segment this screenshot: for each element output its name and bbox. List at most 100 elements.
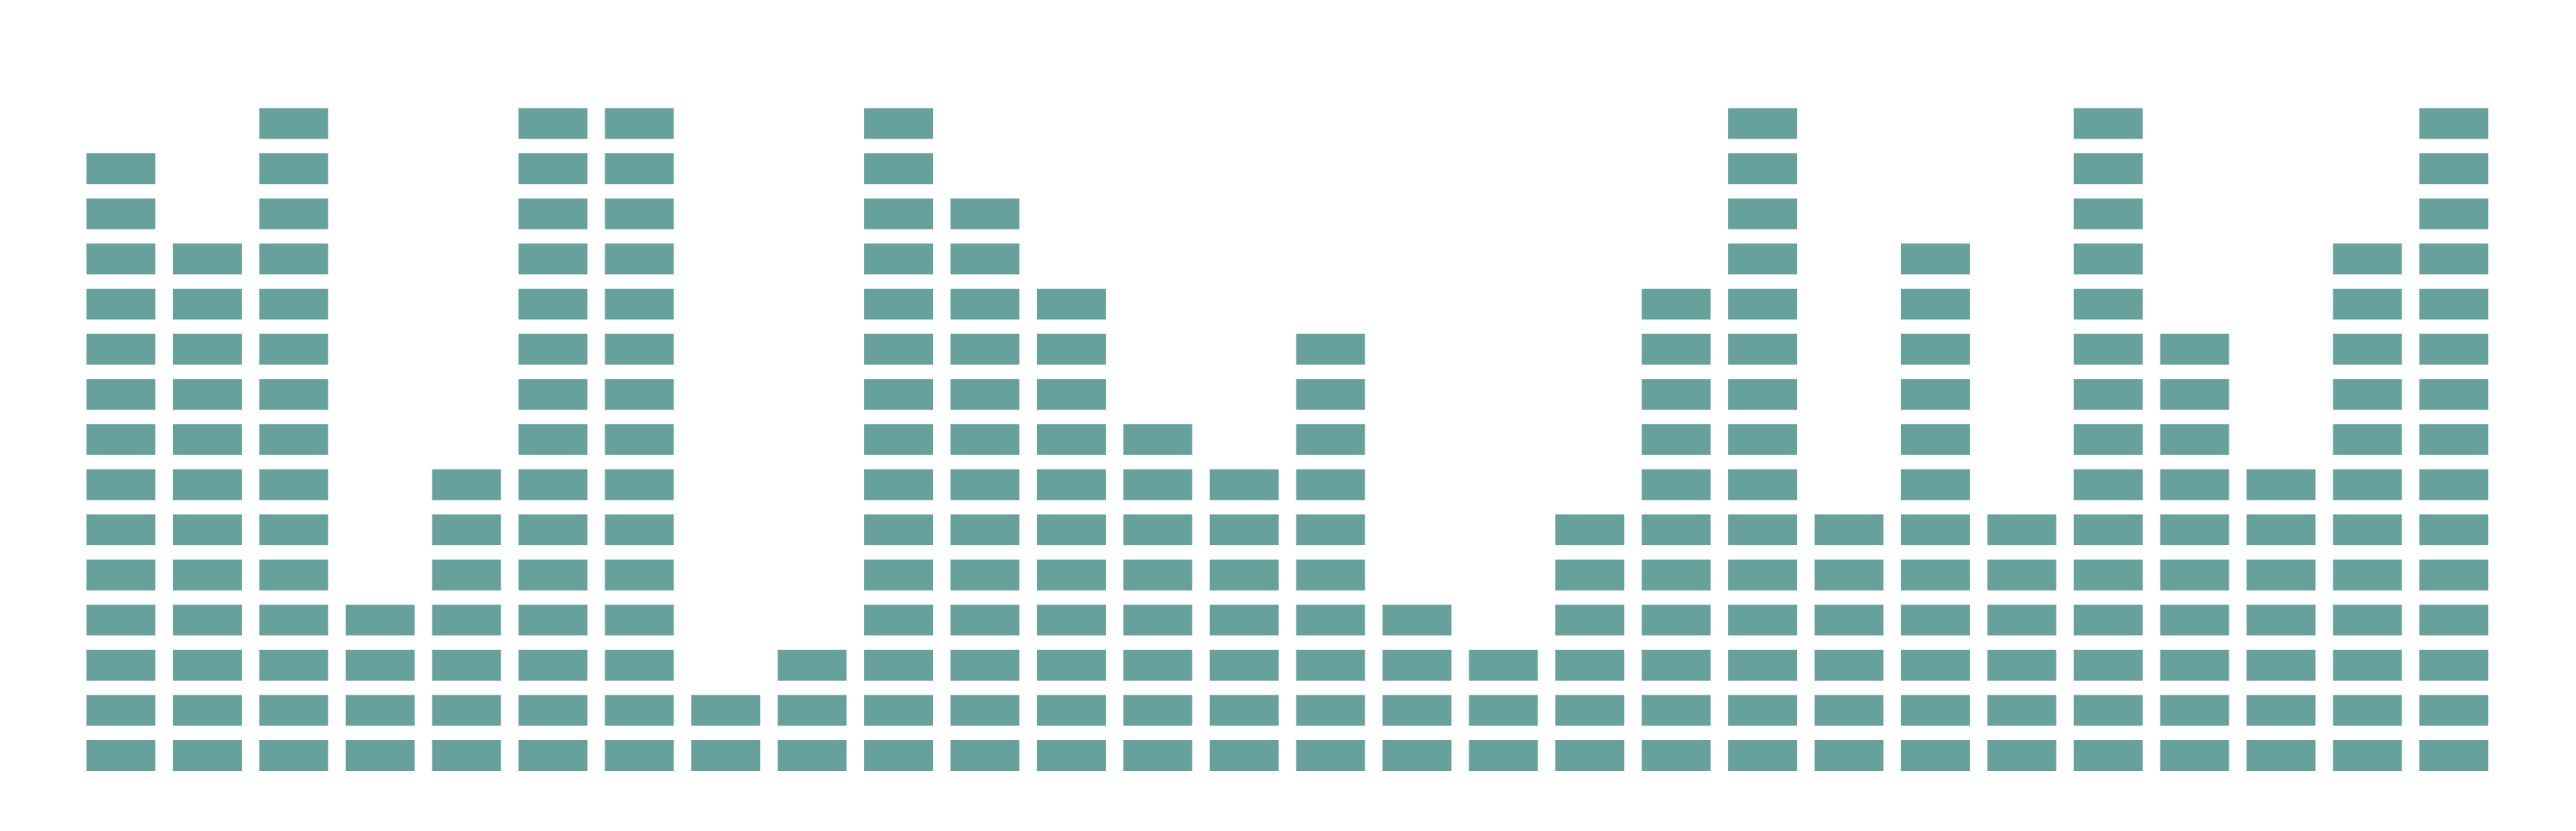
bar-28-segment-13	[2419, 198, 2489, 229]
bar-12-segment-1	[1036, 740, 1106, 771]
bar-18-segment-3	[1555, 649, 1625, 681]
bar-7-segment-4	[605, 605, 674, 636]
bar-6-segment-11	[518, 289, 588, 320]
bar-4-segment-3	[345, 649, 415, 681]
bar-3-segment-1	[259, 740, 328, 771]
bar-2-segment-8	[172, 424, 242, 455]
bar-23-segment-6	[1987, 514, 2056, 545]
bar-16	[1382, 605, 1452, 771]
bar-11-segment-13	[951, 198, 1019, 229]
bar-1-segment-12	[86, 243, 155, 275]
bar-5-segment-7	[432, 469, 501, 501]
bar-5-segment-1	[432, 740, 501, 771]
bar-27-segment-5	[2333, 559, 2402, 591]
bar-12-segment-8	[1036, 424, 1106, 455]
bar-10-segment-8	[864, 424, 934, 455]
bar-17-segment-3	[1469, 649, 1538, 681]
bar-27-segment-8	[2333, 424, 2402, 455]
bar-24-segment-1	[2073, 740, 2143, 771]
bar-15-segment-3	[1296, 649, 1365, 681]
bar-13-segment-7	[1123, 469, 1192, 501]
bar-20-segment-4	[1728, 605, 1798, 636]
bar-13	[1123, 424, 1192, 771]
bar-22-segment-8	[1900, 424, 1970, 455]
bar-13-segment-1	[1123, 740, 1192, 771]
bar-19-segment-5	[1642, 559, 1711, 591]
bar-1-segment-5	[86, 559, 155, 591]
bar-27-segment-2	[2333, 695, 2402, 726]
bar-28-segment-3	[2419, 649, 2489, 681]
bar-4-segment-4	[345, 605, 415, 636]
bar-14-segment-2	[1209, 695, 1279, 726]
bar-11-segment-4	[951, 605, 1019, 636]
bar-24-segment-15	[2073, 108, 2143, 139]
bar-20-segment-2	[1728, 695, 1798, 726]
bar-1-segment-13	[86, 198, 155, 229]
bar-19-segment-6	[1642, 514, 1711, 545]
bar-12-segment-9	[1036, 379, 1106, 410]
bar-15	[1296, 333, 1365, 771]
bar-25-segment-10	[2160, 333, 2229, 365]
bar-16-segment-4	[1382, 605, 1452, 636]
bar-20-segment-1	[1728, 740, 1798, 771]
bar-20-segment-3	[1728, 649, 1798, 681]
bar-23-segment-3	[1987, 649, 2056, 681]
bar-22-segment-12	[1900, 243, 1970, 275]
bar-6	[518, 108, 588, 771]
bar-2-segment-5	[172, 559, 242, 591]
bar-26-segment-2	[2246, 695, 2316, 726]
bar-18	[1555, 514, 1625, 771]
bar-16-segment-1	[1382, 740, 1452, 771]
bar-21-segment-5	[1815, 559, 1883, 591]
bar-24-segment-13	[2073, 198, 2143, 229]
bar-13-segment-2	[1123, 695, 1192, 726]
bar-8-segment-2	[691, 695, 761, 726]
bar-19-segment-8	[1642, 424, 1711, 455]
bar-10-segment-2	[864, 695, 934, 726]
bar-11-segment-3	[951, 649, 1019, 681]
bar-19-segment-10	[1642, 333, 1711, 365]
bar-3-segment-6	[259, 514, 328, 545]
bar-13-segment-8	[1123, 424, 1192, 455]
bar-25-segment-5	[2160, 559, 2229, 591]
bar-3	[259, 108, 328, 771]
bar-1-segment-9	[86, 379, 155, 410]
bar-12-segment-5	[1036, 559, 1106, 591]
bar-3-segment-5	[259, 559, 328, 591]
bar-22-segment-1	[1900, 740, 1970, 771]
bar-7-segment-12	[605, 243, 674, 275]
bar-24-segment-12	[2073, 243, 2143, 275]
bar-2	[172, 243, 242, 771]
bar-28-segment-12	[2419, 243, 2489, 275]
bar-3-segment-9	[259, 379, 328, 410]
bar-14-segment-4	[1209, 605, 1279, 636]
bar-28-segment-10	[2419, 333, 2489, 365]
bar-1-segment-7	[86, 469, 155, 501]
bar-24-segment-9	[2073, 379, 2143, 410]
bar-6-segment-4	[518, 605, 588, 636]
bar-6-segment-1	[518, 740, 588, 771]
bar-1-segment-14	[86, 153, 155, 185]
bar-7-segment-9	[605, 379, 674, 410]
bar-7-segment-8	[605, 424, 674, 455]
bar-22-segment-11	[1900, 289, 1970, 320]
bar-23-segment-4	[1987, 605, 2056, 636]
bar-14-segment-6	[1209, 514, 1279, 545]
bar-6-segment-14	[518, 153, 588, 185]
bar-26-segment-4	[2246, 605, 2316, 636]
bar-24-segment-10	[2073, 333, 2143, 365]
bar-10-segment-9	[864, 379, 934, 410]
bar-7-segment-1	[605, 740, 674, 771]
bar-15-segment-5	[1296, 559, 1365, 591]
bar-24-segment-3	[2073, 649, 2143, 681]
bar-1-segment-2	[86, 695, 155, 726]
bar-17	[1469, 649, 1538, 771]
bar-2-segment-4	[172, 605, 242, 636]
bar-27-segment-12	[2333, 243, 2402, 275]
bar-7-segment-2	[605, 695, 674, 726]
bar-19-segment-9	[1642, 379, 1711, 410]
bar-10-segment-14	[864, 153, 934, 185]
bar-10	[864, 108, 934, 771]
bar-19-segment-7	[1642, 469, 1711, 501]
